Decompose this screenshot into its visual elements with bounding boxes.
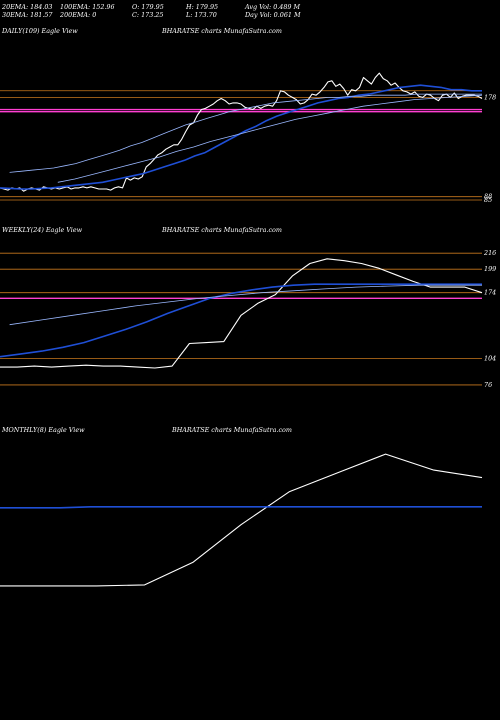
panel-0-series-ema-3 bbox=[57, 94, 483, 183]
weekly-panel-watermark: BHARATSE charts MunafaSutra.com bbox=[162, 226, 282, 234]
panel-0-y-tick-1: 88 bbox=[484, 193, 492, 201]
panel-1-y-tick-2: 174 bbox=[484, 289, 496, 297]
header-100ema: 100EMA: 152.96 bbox=[60, 3, 115, 11]
daily-panel-watermark: BHARATSE charts MunafaSutra.com bbox=[162, 27, 282, 35]
monthly-panel-label: MONTHLY(8) Eagle View bbox=[2, 426, 85, 434]
header-low: L: 173.70 bbox=[186, 11, 217, 19]
header-close: C: 173.25 bbox=[132, 11, 164, 19]
panel-2-series-ema-1 bbox=[0, 505, 482, 509]
header-open: O: 179.95 bbox=[132, 3, 164, 11]
panel-1-series-ema-2 bbox=[9, 284, 482, 326]
daily-panel-label: DAILY(109) Eagle View bbox=[2, 27, 78, 35]
header-day-vol: Day Vol: 0.061 M bbox=[245, 11, 301, 19]
panel-1-y-tick-1: 199 bbox=[484, 265, 496, 273]
weekly-panel-label: WEEKLY(24) Eagle View bbox=[2, 226, 83, 234]
header-avg-vol: Avg Vol: 0.489 M bbox=[245, 3, 301, 11]
panel-0-series-ema-2 bbox=[9, 93, 482, 173]
panel-2-series-price-0 bbox=[0, 453, 483, 587]
panel-1-y-tick-3: 104 bbox=[484, 355, 496, 363]
panel-0-series-price-0 bbox=[0, 72, 483, 192]
panel-1-y-tick-4: 76 bbox=[484, 381, 492, 389]
header-30ema: 30EMA: 181.57 bbox=[2, 11, 53, 19]
header-200ema: 200EMA: 0 bbox=[60, 11, 97, 19]
panel-1-series-price-0 bbox=[0, 258, 483, 369]
panel-0-y-tick-2: 85 bbox=[484, 196, 492, 204]
panel-1-series-ema-1 bbox=[0, 283, 482, 358]
panel-0-series-ema-1 bbox=[0, 84, 482, 190]
panel-1-y-tick-0: 216 bbox=[483, 249, 496, 257]
monthly-panel-watermark: BHARATSE charts MunafaSutra.com bbox=[172, 426, 292, 434]
header-20ema: 20EMA: 184.03 bbox=[2, 3, 53, 11]
header-high: H: 179.95 bbox=[186, 3, 219, 11]
panel-0-y-tick-0: 178 bbox=[484, 93, 496, 101]
